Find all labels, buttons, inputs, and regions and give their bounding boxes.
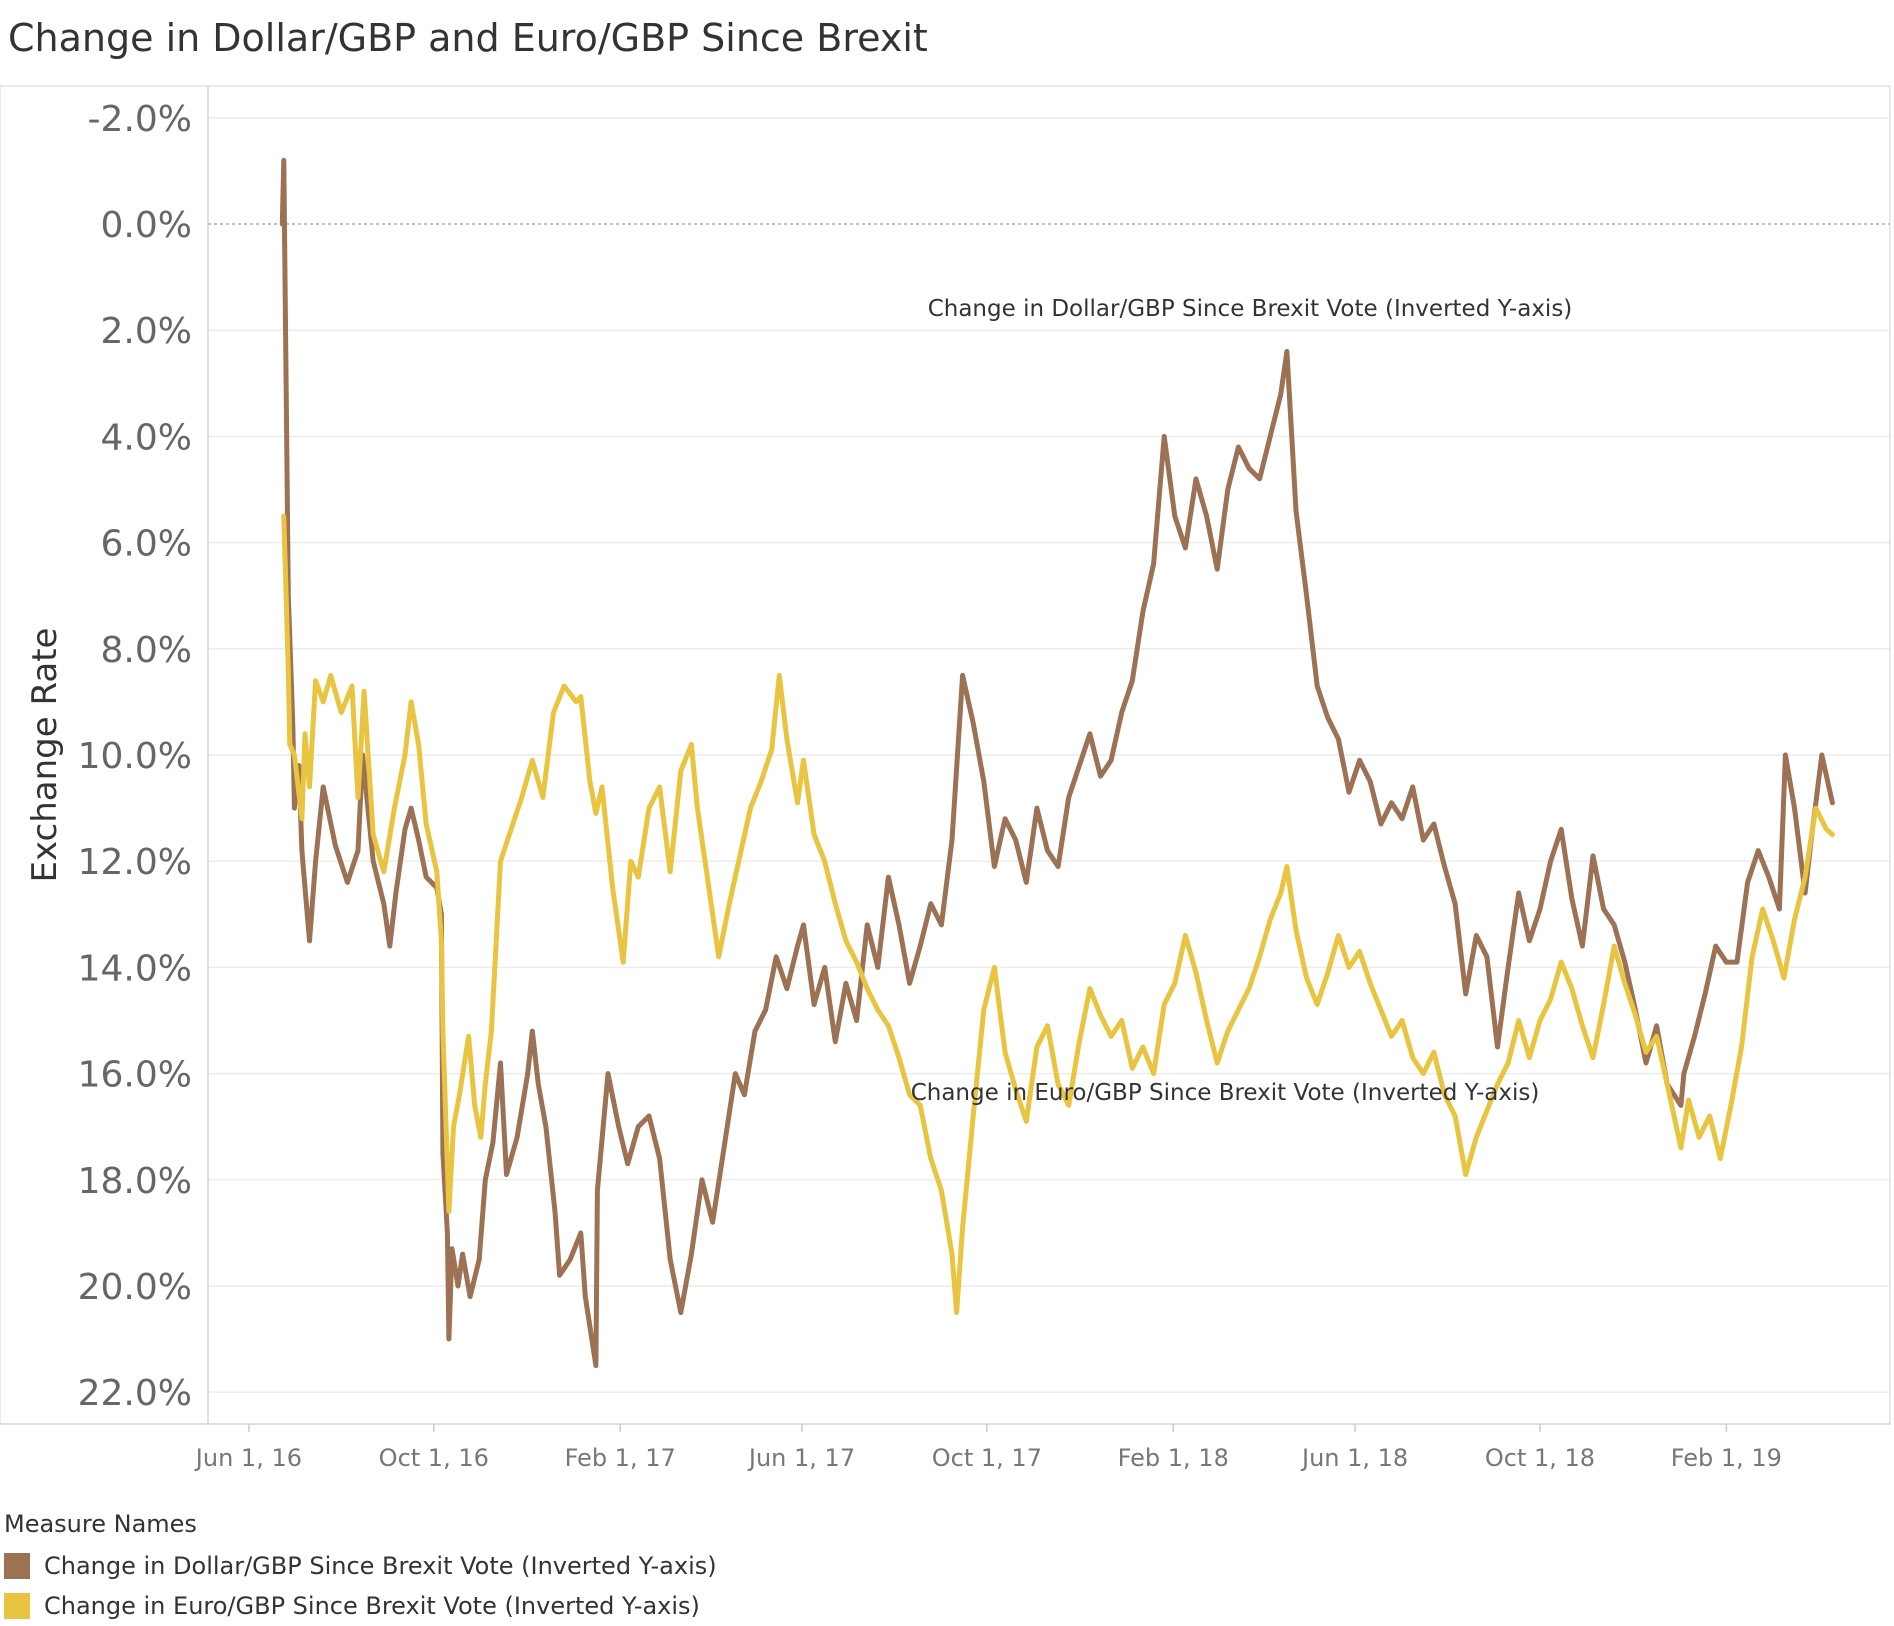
series-line-euro-gbp (281, 513, 1835, 1315)
x-tick-label: Jun 1, 18 (1300, 1444, 1408, 1472)
y-tick-label: 22.0% (78, 1373, 192, 1414)
y-tick-label: 16.0% (78, 1055, 192, 1096)
legend-item[interactable]: Change in Euro/GBP Since Brexit Vote (In… (4, 1586, 717, 1626)
series-annotation-euro-gbp: Change in Euro/GBP Since Brexit Vote (In… (911, 1080, 1540, 1106)
y-tick-label: 8.0% (101, 630, 192, 671)
x-tick-label: Jun 1, 17 (747, 1444, 855, 1472)
y-tick-label: 20.0% (78, 1267, 192, 1308)
y-tick-label: 12.0% (78, 842, 192, 883)
x-tick-label: Feb 1, 18 (1118, 1444, 1229, 1472)
legend: Measure Names Change in Dollar/GBP Since… (4, 1510, 717, 1626)
x-tick-label: Oct 1, 18 (1485, 1444, 1595, 1472)
series-annotation-dollar-gbp: Change in Dollar/GBP Since Brexit Vote (… (928, 296, 1573, 322)
y-tick-label: -2.0% (88, 99, 192, 140)
legend-title: Measure Names (4, 1510, 197, 1538)
y-tick-label: 2.0% (101, 311, 192, 352)
legend-label: Change in Dollar/GBP Since Brexit Vote (… (44, 1552, 717, 1580)
x-tick-label: Jun 1, 16 (194, 1444, 302, 1472)
y-tick-label: 18.0% (78, 1161, 192, 1202)
legend-swatch (4, 1553, 30, 1579)
legend-label: Change in Euro/GBP Since Brexit Vote (In… (44, 1592, 700, 1620)
x-tick-label: Oct 1, 17 (932, 1444, 1042, 1472)
y-tick-label: 10.0% (78, 736, 192, 777)
legend-item[interactable]: Change in Dollar/GBP Since Brexit Vote (… (4, 1546, 717, 1586)
y-tick-label: 0.0% (101, 205, 192, 246)
y-tick-label: 14.0% (78, 948, 192, 989)
series-line-dollar-gbp (279, 157, 1835, 1369)
axes: -2.0% 0.0% 2.0% 4.0% 6.0% 8.0% 10.0% 12.0% 14.0%… (0, 85, 1891, 1472)
legend-swatch (4, 1593, 30, 1619)
y-tick-label: 4.0% (101, 417, 192, 458)
chart-title: Change in Dollar/GBP and Euro/GBP Since … (8, 16, 928, 60)
x-tick-label: Feb 1, 19 (1671, 1444, 1782, 1472)
y-axis-label: Exchange Rate (25, 628, 65, 883)
y-tick-label: 6.0% (101, 524, 192, 565)
series-lines (279, 157, 1835, 1369)
x-tick-label: Oct 1, 16 (379, 1444, 489, 1472)
x-tick-label: Feb 1, 17 (565, 1444, 676, 1472)
annotations: Change in Dollar/GBP Since Brexit Vote (… (911, 296, 1573, 1106)
